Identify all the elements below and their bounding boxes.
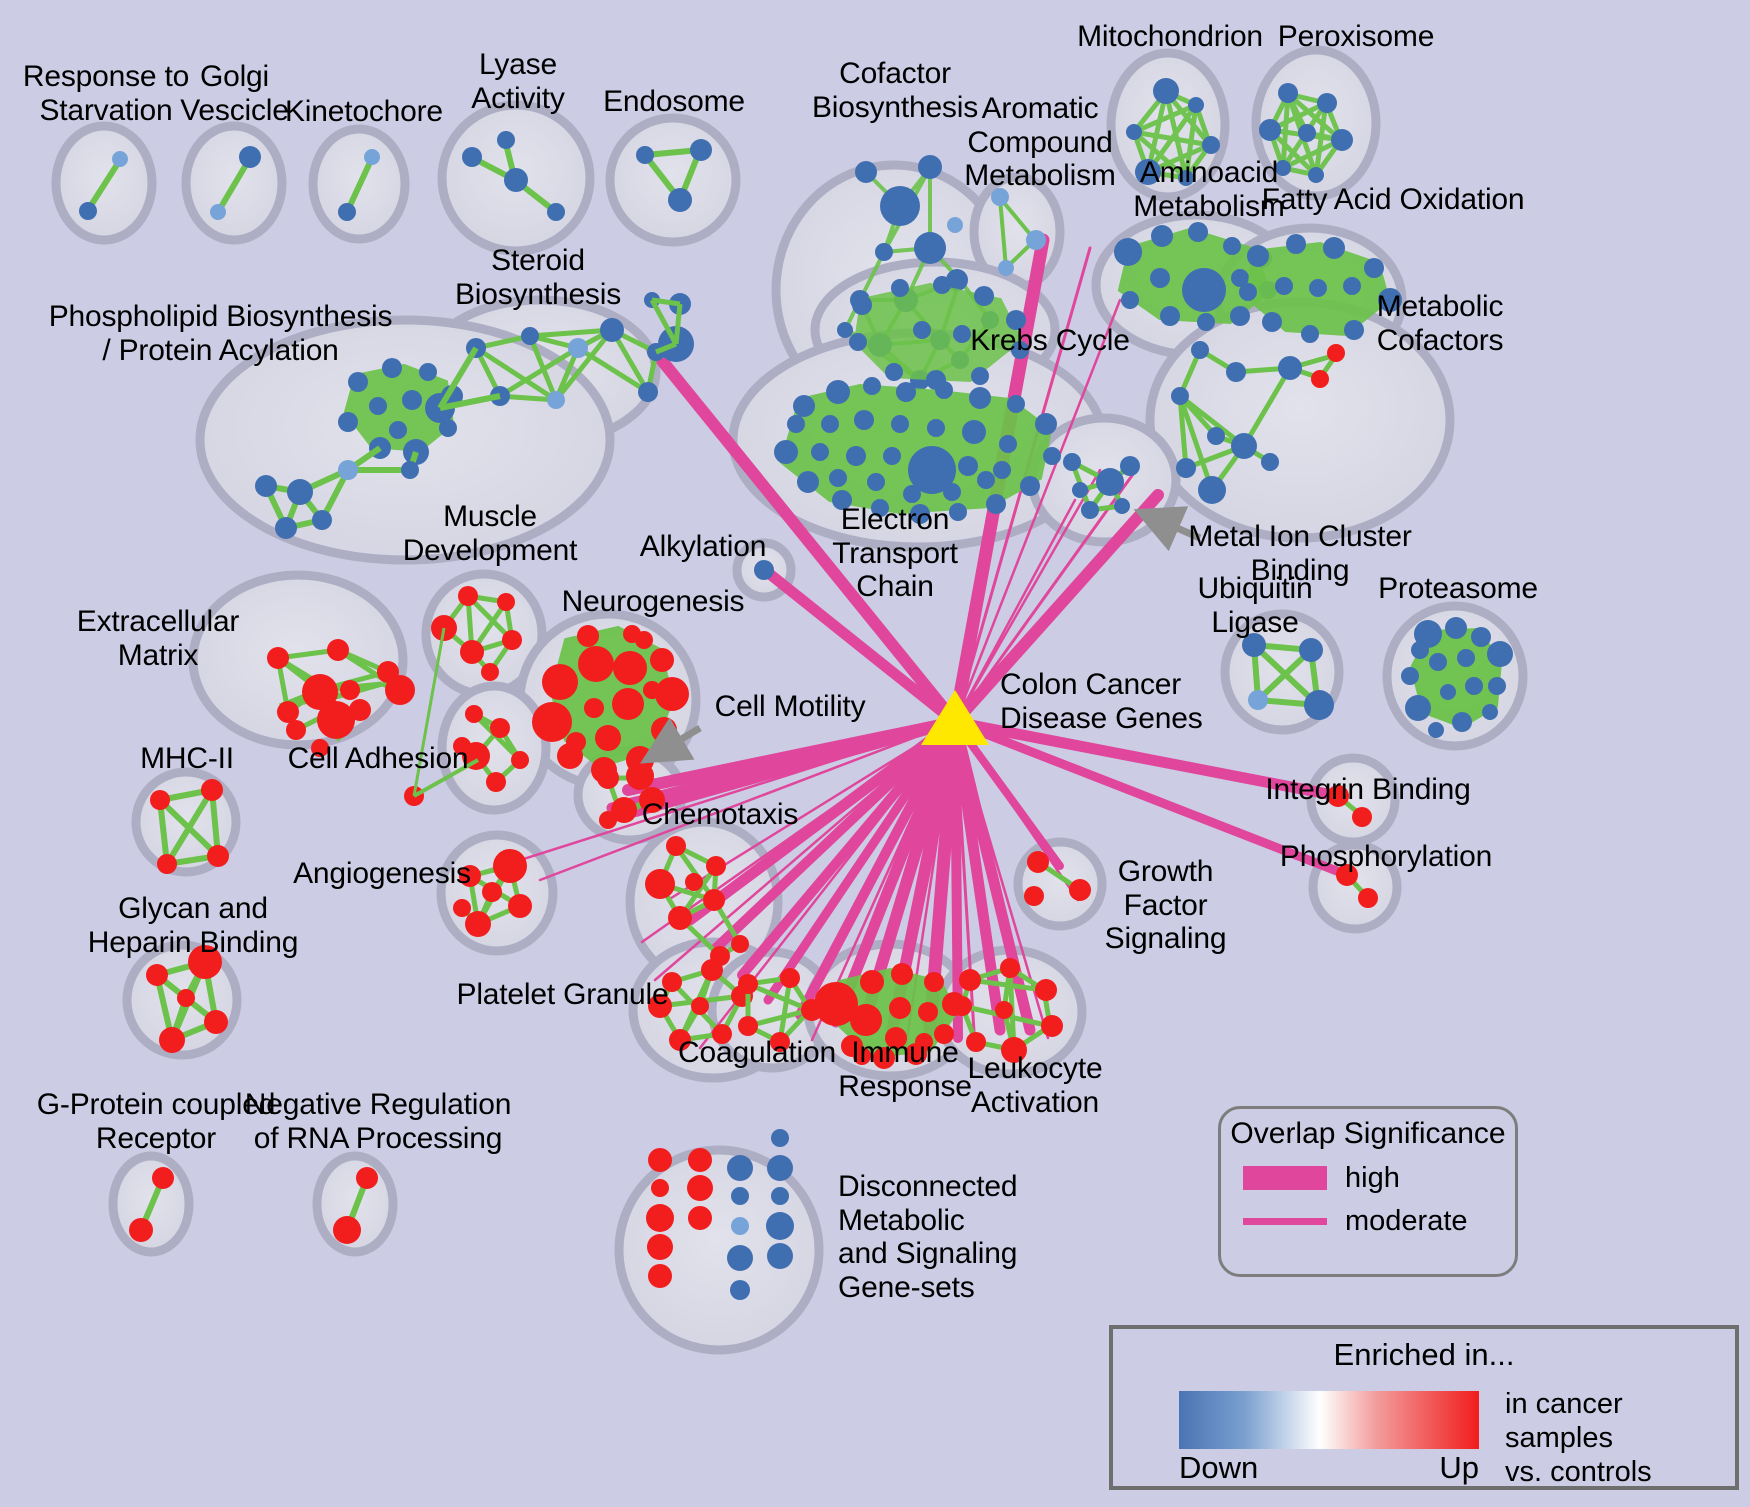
hull-endosome: [605, 113, 741, 247]
enrichment-label-down: Down: [1179, 1450, 1259, 1485]
legend-significance-item-moderate: moderate: [1221, 1205, 1515, 1238]
hub-edge-moderate: [953, 468, 1138, 724]
hub-edge-high: [649, 346, 961, 728]
legend-significance-title: Overlap Significance: [1230, 1117, 1506, 1150]
callout-arrows: [639, 506, 1202, 764]
hub-edge-high: [760, 565, 961, 728]
hub-edges: [468, 233, 1352, 1054]
disconnected-nodes: [646, 1129, 794, 1300]
hub-edge-moderate: [953, 720, 1080, 902]
hub-edge-high: [631, 717, 960, 817]
hub-edge-moderate: [953, 498, 1077, 724]
legend-enrichment-title: Enriched in...: [1333, 1337, 1515, 1372]
significance-swatch-high: [1243, 1166, 1327, 1190]
arrow-metal-ion-cluster-binding: [1133, 506, 1202, 552]
hub-edge-high: [763, 717, 960, 1005]
legend-enrichment: Enriched in... Down Up in cancer samples…: [1109, 1325, 1739, 1490]
legend-significance-item-high: high: [1221, 1162, 1515, 1195]
significance-swatch-moderate: [1243, 1217, 1327, 1225]
arrow-cell-motility: [639, 717, 702, 764]
gene-set-network: [79, 78, 1513, 1300]
hub-edge-moderate: [953, 468, 1102, 724]
hull-extracellular-matrix: [188, 570, 408, 750]
hub-edge-high: [949, 716, 1344, 802]
hub-edge-high: [711, 717, 960, 953]
significance-label-moderate: moderate: [1345, 1204, 1468, 1237]
hub-edge-high: [795, 717, 960, 1020]
hub-edge-high: [949, 489, 1164, 728]
hub-edge-moderate: [538, 720, 957, 882]
hub-edge-moderate: [953, 298, 1122, 724]
hull-integrin-binding: [1306, 753, 1400, 847]
enrichment-label-up: Up: [1439, 1450, 1479, 1485]
hub-edge-high: [950, 717, 1352, 880]
hub-edge-moderate: [953, 720, 977, 1050]
hub-edge-moderate: [468, 720, 957, 878]
hub-edge-moderate: [653, 720, 957, 982]
hub-edge-high: [684, 716, 961, 926]
enrichment-side-note: in cancer samples vs. controls: [1505, 1388, 1652, 1489]
hull-metabolic-cofactors: [1145, 297, 1455, 543]
legend-overlap-significance: Overlap Significance high moderate: [1218, 1106, 1518, 1277]
hub-node-colon-cancer-disease-genes[interactable]: [921, 690, 989, 745]
hub-edge-high: [950, 717, 963, 1043]
significance-label-high: high: [1345, 1161, 1400, 1194]
hub-edge-moderate: [640, 720, 957, 944]
hub-edge-high: [737, 717, 960, 980]
hull-disconnected-gene-sets: [614, 1145, 824, 1355]
enrichment-colorbar: [1179, 1391, 1479, 1449]
enrichment-colorbar-wrap: Down Up: [1179, 1391, 1479, 1486]
hub-edge-high: [949, 716, 1036, 1036]
